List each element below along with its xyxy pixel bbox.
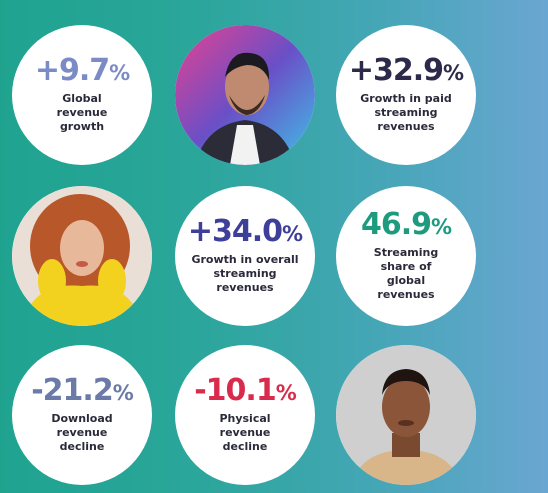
artist-photo-2 [12, 186, 152, 326]
stat-value: 46.9% [360, 207, 452, 242]
stat-value: +34.0% [187, 214, 303, 249]
stat-label: Growth in paid streaming revenues [360, 92, 452, 133]
stat-value: -10.1% [194, 373, 297, 408]
stat-label: Physical revenue decline [219, 412, 271, 453]
stat-label: Growth in overall streaming revenues [191, 253, 299, 294]
stat-global-revenue-growth: +9.7% Global revenue growth [12, 25, 152, 165]
stat-physical-decline: -10.1% Physical revenue decline [175, 345, 315, 485]
stat-paid-streaming-growth: +32.9% Growth in paid streaming revenues [336, 25, 476, 165]
stat-label: Streaming share of global revenues [373, 246, 439, 301]
female-artist-image [12, 186, 152, 326]
stat-value: +9.7% [34, 53, 130, 88]
stat-label: Download revenue decline [51, 412, 113, 453]
stat-label: Global revenue growth [56, 92, 108, 133]
stat-value: -21.2% [31, 373, 134, 408]
male-artist-image [336, 345, 476, 485]
stat-value: +32.9% [348, 53, 464, 88]
stat-download-decline: -21.2% Download revenue decline [12, 345, 152, 485]
stat-streaming-share: 46.9% Streaming share of global revenues [336, 186, 476, 326]
stat-overall-streaming-growth: +34.0% Growth in overall streaming reven… [175, 186, 315, 326]
artist-photo-1 [175, 25, 315, 165]
male-artist-image [175, 25, 315, 165]
artist-photo-3 [336, 345, 476, 485]
